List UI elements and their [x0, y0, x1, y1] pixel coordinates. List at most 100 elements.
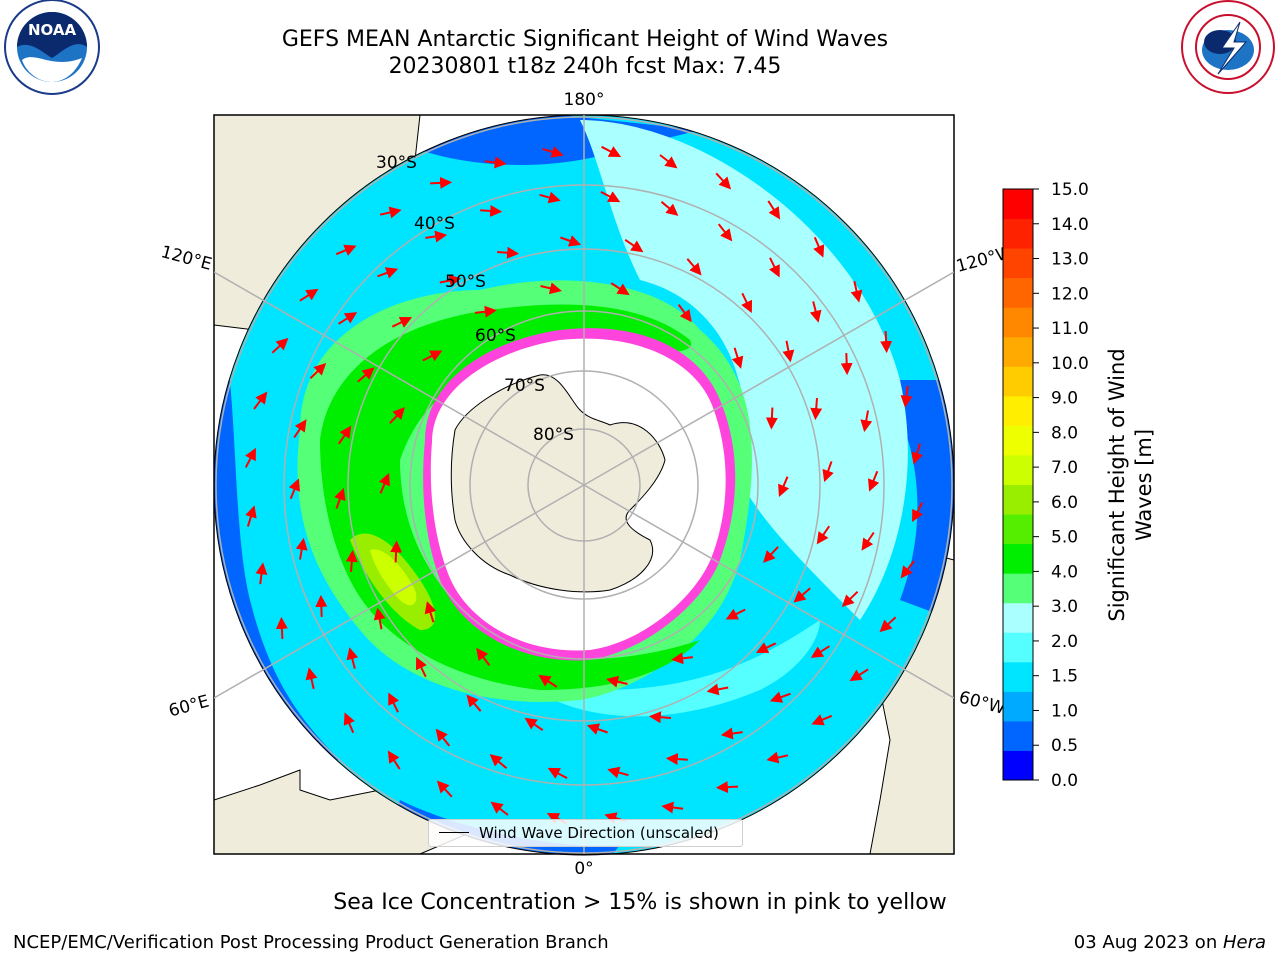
- wave-direction-arrow: [661, 801, 684, 814]
- map-legend: Wind Wave Direction (unscaled): [428, 819, 743, 847]
- colorbar-band: [1003, 543, 1033, 574]
- wave-direction-arrow: [335, 244, 357, 256]
- wave-direction-arrow: [480, 204, 503, 217]
- wave-direction-arrow: [299, 288, 319, 302]
- colorbar-band: [1003, 307, 1033, 338]
- colorbar-label-line1: Significant Height of Wind: [1105, 348, 1129, 621]
- wave-direction-arrow: [345, 549, 358, 572]
- wave-direction-arrow: [816, 525, 831, 545]
- lat-label-30s: 30°S: [376, 153, 417, 173]
- colorbar: 0.0 0.5 1.0 1.5 2.0 3.0 4.0 5.0 6.0 7.0 8.0 9.0 10.0…: [1002, 180, 1089, 791]
- colorbar-band: [1003, 484, 1033, 515]
- colorbar-band: [1003, 602, 1033, 633]
- wave-direction-arrow: [315, 594, 328, 617]
- colorbar-tick-label: 0.0: [1051, 771, 1078, 791]
- colorbar-tick-label: 8.0: [1051, 423, 1078, 443]
- wave-direction-arrow: [378, 473, 390, 494]
- wave-direction-arrow: [343, 712, 355, 734]
- colorbar-tick-label: 5.0: [1051, 528, 1078, 548]
- wave-direction-arrow: [606, 675, 628, 688]
- wave-direction-arrow: [725, 608, 746, 620]
- wave-direction-arrow: [497, 246, 520, 259]
- wave-direction-arrow: [782, 340, 795, 363]
- lon-label-0: 0°: [574, 859, 593, 879]
- wave-direction-arrow: [538, 674, 558, 688]
- legend-text: Wind Wave Direction (unscaled): [479, 824, 719, 842]
- wave-direction-arrow: [766, 751, 789, 764]
- wave-direction-arrow: [305, 667, 318, 690]
- wave-direction-arrow: [476, 647, 491, 667]
- wave-direction-arrow: [377, 267, 399, 279]
- wave-direction-arrow: [813, 236, 825, 258]
- colorbar-tick-label: 1.5: [1051, 667, 1078, 687]
- wave-direction-arrow: [610, 282, 630, 296]
- wave-direction-arrow: [880, 331, 893, 354]
- noaa-logo-text: NOAA: [28, 21, 77, 39]
- lat-label-50s: 50°S: [445, 272, 486, 292]
- wave-direction-arrow: [391, 316, 413, 328]
- wave-direction-arrow: [346, 647, 359, 669]
- wave-direction-arrow: [586, 723, 608, 735]
- wave-direction-arrow: [390, 540, 403, 563]
- wave-direction-arrow: [338, 312, 358, 325]
- colorbar-label-line2: Waves [m]: [1132, 429, 1156, 541]
- wave-direction-arrow: [295, 537, 308, 560]
- colorbar-tick-label: 7.0: [1051, 458, 1078, 478]
- wave-direction-arrow: [731, 347, 744, 369]
- wave-direction-arrow: [288, 478, 300, 500]
- wave-direction-arrow: [253, 391, 268, 410]
- wave-direction-arrow: [388, 692, 400, 713]
- colorbar-band: [1003, 366, 1033, 397]
- colorbar-tick-label: 4.0: [1051, 562, 1078, 582]
- wave-direction-arrow: [741, 292, 753, 314]
- colorbar-tick-label: 1.0: [1051, 701, 1078, 721]
- colorbar-tick-label: 12.0: [1051, 284, 1089, 304]
- lat-label-40s: 40°S: [414, 214, 455, 234]
- legend-line-symbol: [439, 832, 469, 833]
- colorbar-tick-label: 15.0: [1051, 180, 1089, 200]
- wave-direction-arrow: [660, 201, 679, 216]
- wave-direction-arrow: [860, 410, 873, 433]
- wave-direction-arrow: [293, 419, 307, 439]
- colorbar-tick-label: 9.0: [1051, 389, 1078, 409]
- wave-direction-arrow: [671, 652, 694, 665]
- wave-direction-arrow: [373, 607, 386, 630]
- wave-direction-arrow: [430, 176, 453, 189]
- wave-direction-arrow: [490, 801, 509, 816]
- wave-direction-arrow: [720, 727, 743, 740]
- chart-title: GEFS MEAN Antarctic Significant Height o…: [281, 27, 889, 52]
- wave-direction-arrow: [271, 337, 289, 354]
- colorbar-band: [1003, 336, 1033, 367]
- footer-credit: NCEP/EMC/Verification Post Processing Pr…: [13, 932, 609, 953]
- wave-direction-arrow: [911, 443, 923, 465]
- colorbar-tick-label: 0.5: [1051, 736, 1078, 756]
- wave-direction-arrow: [245, 505, 257, 527]
- wave-direction-arrow: [665, 753, 688, 766]
- sea-ice-caption: Sea Ice Concentration > 15% is shown in …: [333, 890, 947, 915]
- wave-direction-arrow: [424, 601, 437, 623]
- colorbar-tick-label: 14.0: [1051, 215, 1089, 235]
- colorbar-tick-label: 13.0: [1051, 250, 1089, 270]
- wave-direction-arrow: [755, 642, 777, 654]
- wave-direction-arrow: [715, 781, 738, 794]
- wave-direction-arrow: [600, 191, 621, 203]
- colorbar-band: [1003, 514, 1033, 545]
- wave-direction-arrow: [841, 590, 859, 607]
- colorbar-tick-label: 10.0: [1051, 354, 1089, 374]
- wave-direction-arrow: [765, 407, 778, 430]
- lat-label-60s: 60°S: [475, 326, 516, 346]
- wave-direction-arrow: [489, 754, 508, 769]
- chart-subtitle: 20230801 t18z 240h fcst Max: 7.45: [388, 54, 782, 79]
- wave-direction-arrow: [334, 487, 346, 509]
- wave-direction-arrow: [379, 206, 402, 219]
- wave-direction-arrow: [466, 694, 482, 712]
- colorbar-tick-label: 11.0: [1051, 319, 1089, 339]
- wave-direction-arrow: [900, 385, 913, 408]
- wave-direction-arrow: [767, 200, 781, 220]
- wave-direction-arrow: [524, 717, 544, 732]
- wave-direction-arrow: [474, 305, 497, 318]
- colorbar-band: [1003, 277, 1033, 308]
- wave-direction-arrow: [415, 656, 427, 678]
- wave-direction-arrow: [849, 668, 869, 682]
